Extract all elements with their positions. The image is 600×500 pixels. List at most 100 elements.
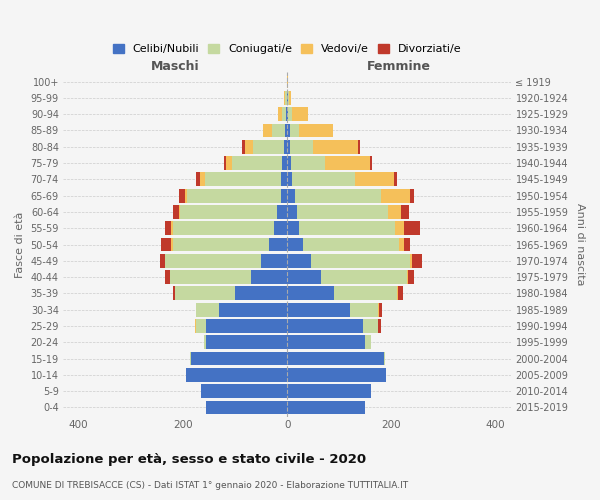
- Bar: [292, 156, 325, 170]
- Bar: [404, 222, 420, 235]
- Bar: [165, 222, 172, 235]
- Bar: [165, 270, 170, 284]
- Bar: [191, 352, 287, 366]
- Bar: [365, 336, 371, 349]
- Bar: [407, 270, 408, 284]
- Bar: [292, 172, 355, 186]
- Bar: [200, 172, 205, 186]
- Bar: [287, 238, 303, 252]
- Bar: [286, 107, 287, 121]
- Bar: [284, 91, 285, 105]
- Bar: [195, 319, 196, 333]
- Bar: [303, 238, 399, 252]
- Text: COMUNE DI TREBISACCE (CS) - Dati ISTAT 1° gennaio 2020 - Elaborazione TUTTITALIA: COMUNE DI TREBISACCE (CS) - Dati ISTAT 1…: [12, 480, 408, 490]
- Bar: [410, 254, 412, 268]
- Bar: [287, 400, 365, 414]
- Bar: [290, 124, 299, 138]
- Bar: [196, 303, 220, 316]
- Bar: [263, 124, 272, 138]
- Bar: [288, 107, 292, 121]
- Bar: [287, 124, 290, 138]
- Bar: [381, 188, 410, 202]
- Legend: Celibi/Nubili, Coniugati/e, Vedovi/e, Divorziati/e: Celibi/Nubili, Coniugati/e, Vedovi/e, Di…: [109, 40, 466, 58]
- Bar: [220, 303, 287, 316]
- Bar: [290, 140, 313, 153]
- Bar: [358, 140, 360, 153]
- Bar: [170, 270, 251, 284]
- Bar: [201, 384, 287, 398]
- Bar: [196, 172, 200, 186]
- Bar: [379, 319, 381, 333]
- Text: Femmine: Femmine: [367, 60, 431, 74]
- Bar: [206, 319, 287, 333]
- Bar: [295, 188, 381, 202]
- Bar: [282, 107, 286, 121]
- Bar: [206, 400, 287, 414]
- Bar: [288, 91, 289, 105]
- Bar: [395, 222, 404, 235]
- Bar: [287, 352, 383, 366]
- Bar: [287, 188, 295, 202]
- Bar: [370, 156, 372, 170]
- Bar: [325, 156, 370, 170]
- Bar: [245, 140, 253, 153]
- Bar: [287, 254, 311, 268]
- Bar: [397, 286, 398, 300]
- Bar: [287, 107, 288, 121]
- Bar: [173, 222, 274, 235]
- Bar: [287, 205, 296, 219]
- Bar: [289, 91, 292, 105]
- Text: Popolazione per età, sesso e stato civile - 2020: Popolazione per età, sesso e stato civil…: [12, 452, 366, 466]
- Bar: [160, 254, 165, 268]
- Bar: [185, 188, 187, 202]
- Bar: [410, 188, 414, 202]
- Bar: [287, 222, 299, 235]
- Bar: [196, 319, 206, 333]
- Bar: [285, 91, 287, 105]
- Bar: [363, 319, 379, 333]
- Bar: [287, 156, 292, 170]
- Bar: [334, 286, 397, 300]
- Bar: [242, 140, 245, 153]
- Bar: [299, 222, 395, 235]
- Bar: [379, 303, 382, 316]
- Bar: [179, 188, 185, 202]
- Bar: [251, 270, 287, 284]
- Bar: [232, 156, 282, 170]
- Bar: [296, 205, 388, 219]
- Bar: [412, 254, 422, 268]
- Bar: [190, 352, 191, 366]
- Bar: [287, 368, 386, 382]
- Bar: [313, 140, 358, 153]
- Bar: [185, 368, 287, 382]
- Bar: [281, 188, 287, 202]
- Bar: [394, 172, 397, 186]
- Bar: [187, 188, 281, 202]
- Bar: [269, 238, 287, 252]
- Bar: [299, 124, 333, 138]
- Bar: [285, 124, 287, 138]
- Bar: [261, 254, 287, 268]
- Bar: [224, 156, 226, 170]
- Bar: [401, 205, 409, 219]
- Bar: [206, 336, 287, 349]
- Bar: [287, 172, 292, 186]
- Bar: [287, 319, 363, 333]
- Bar: [287, 286, 334, 300]
- Text: Maschi: Maschi: [151, 60, 199, 74]
- Bar: [408, 270, 415, 284]
- Bar: [235, 286, 287, 300]
- Bar: [287, 384, 371, 398]
- Bar: [274, 222, 287, 235]
- Bar: [175, 286, 235, 300]
- Bar: [173, 286, 175, 300]
- Bar: [399, 238, 404, 252]
- Bar: [350, 303, 379, 316]
- Bar: [292, 107, 308, 121]
- Bar: [282, 156, 287, 170]
- Bar: [281, 172, 287, 186]
- Bar: [311, 254, 410, 268]
- Bar: [278, 107, 282, 121]
- Bar: [272, 124, 285, 138]
- Bar: [404, 238, 410, 252]
